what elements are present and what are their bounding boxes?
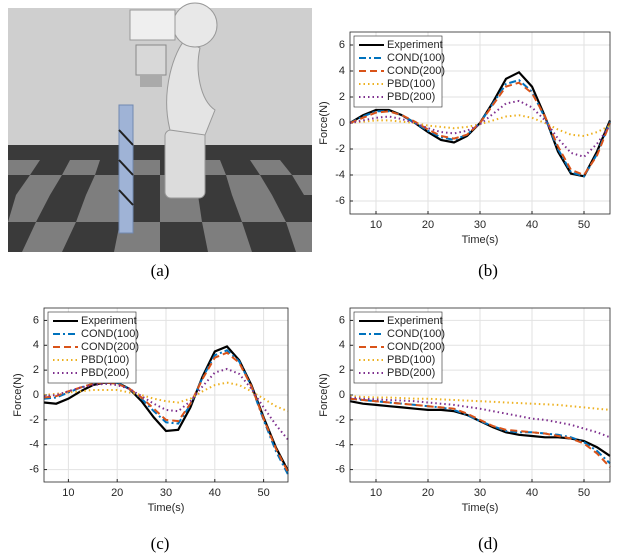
legend-label: Experiment [81,315,137,327]
data-line [349,395,611,411]
y-tick-label: -2 [335,143,345,155]
legend-label: PBD(100) [81,354,129,366]
legend-box [353,35,443,108]
axes-frame [349,31,611,215]
data-line [43,351,289,473]
legend-box [353,311,443,384]
caption: (b) [478,261,498,280]
x-axis-label: Time(s) [462,234,499,246]
y-tick-label: 0 [339,117,345,129]
legend-label: PBD(100) [387,78,435,90]
legend-box [47,311,137,384]
x-axis-label: Time(s) [148,502,185,514]
y-tick-label: 2 [339,364,345,376]
y-tick-label: 0 [33,389,39,401]
x-tick-label: 30 [474,219,486,231]
legend-label: COND(200) [387,341,445,353]
x-axis-label: Time(s) [462,502,499,514]
legend-label: COND(200) [81,341,139,353]
y-axis-label: Force(N) [318,373,330,416]
y-tick-label: -6 [29,463,39,475]
x-tick-label: 10 [62,487,74,499]
x-tick-label: 40 [526,487,538,499]
x-tick-label: 30 [160,487,172,499]
y-tick-label: -2 [335,414,345,426]
legend-label: Experiment [387,39,443,51]
y-tick-label: 2 [339,91,345,103]
y-tick-label: -4 [335,169,345,181]
y-axis-label: Force(N) [12,373,24,416]
legend-label: COND(100) [81,328,139,340]
y-tick-label: -2 [29,414,39,426]
x-tick-label: 40 [526,219,538,231]
legend-label: PBD(200) [387,367,435,379]
x-tick-label: 10 [370,487,382,499]
caption: (a) [151,261,170,280]
y-tick-label: 4 [33,339,39,351]
x-tick-label: 20 [422,487,434,499]
x-tick-label: 50 [578,219,590,231]
x-tick-label: 50 [257,487,269,499]
x-tick-label: 50 [578,487,590,499]
y-tick-label: 2 [33,364,39,376]
axes-frame [43,307,289,483]
data-line [349,396,611,439]
y-tick-label: 6 [339,39,345,51]
legend-label: COND(100) [387,52,445,64]
legend-label: Experiment [387,315,443,327]
caption: (d) [478,534,498,553]
y-tick-label: 4 [339,65,345,77]
x-tick-label: 20 [111,487,123,499]
data-line [43,349,289,475]
data-line [349,114,611,138]
y-tick-label: 6 [33,314,39,326]
legend-label: PBD(200) [81,367,129,379]
y-tick-label: -6 [335,463,345,475]
data-line [43,381,289,413]
axes-frame [349,307,611,483]
x-tick-label: 40 [209,487,221,499]
y-tick-label: -4 [335,439,345,451]
y-tick-label: 4 [339,339,345,351]
x-tick-label: 10 [370,219,382,231]
data-line [349,81,611,177]
x-tick-label: 30 [474,487,486,499]
y-axis-label: Force(N) [318,101,330,144]
y-tick-label: 6 [339,314,345,326]
data-line [349,397,611,465]
y-tick-label: -4 [29,439,39,451]
data-line [349,397,611,468]
legend-label: COND(200) [387,65,445,77]
x-tick-label: 20 [422,219,434,231]
legend-label: COND(100) [387,328,445,340]
caption: (c) [151,534,170,553]
legend-label: PBD(200) [387,91,435,103]
data-line [43,367,289,441]
y-tick-label: 0 [339,389,345,401]
legend-label: PBD(100) [387,354,435,366]
robot-render [8,2,312,252]
y-tick-label: -6 [335,195,345,207]
